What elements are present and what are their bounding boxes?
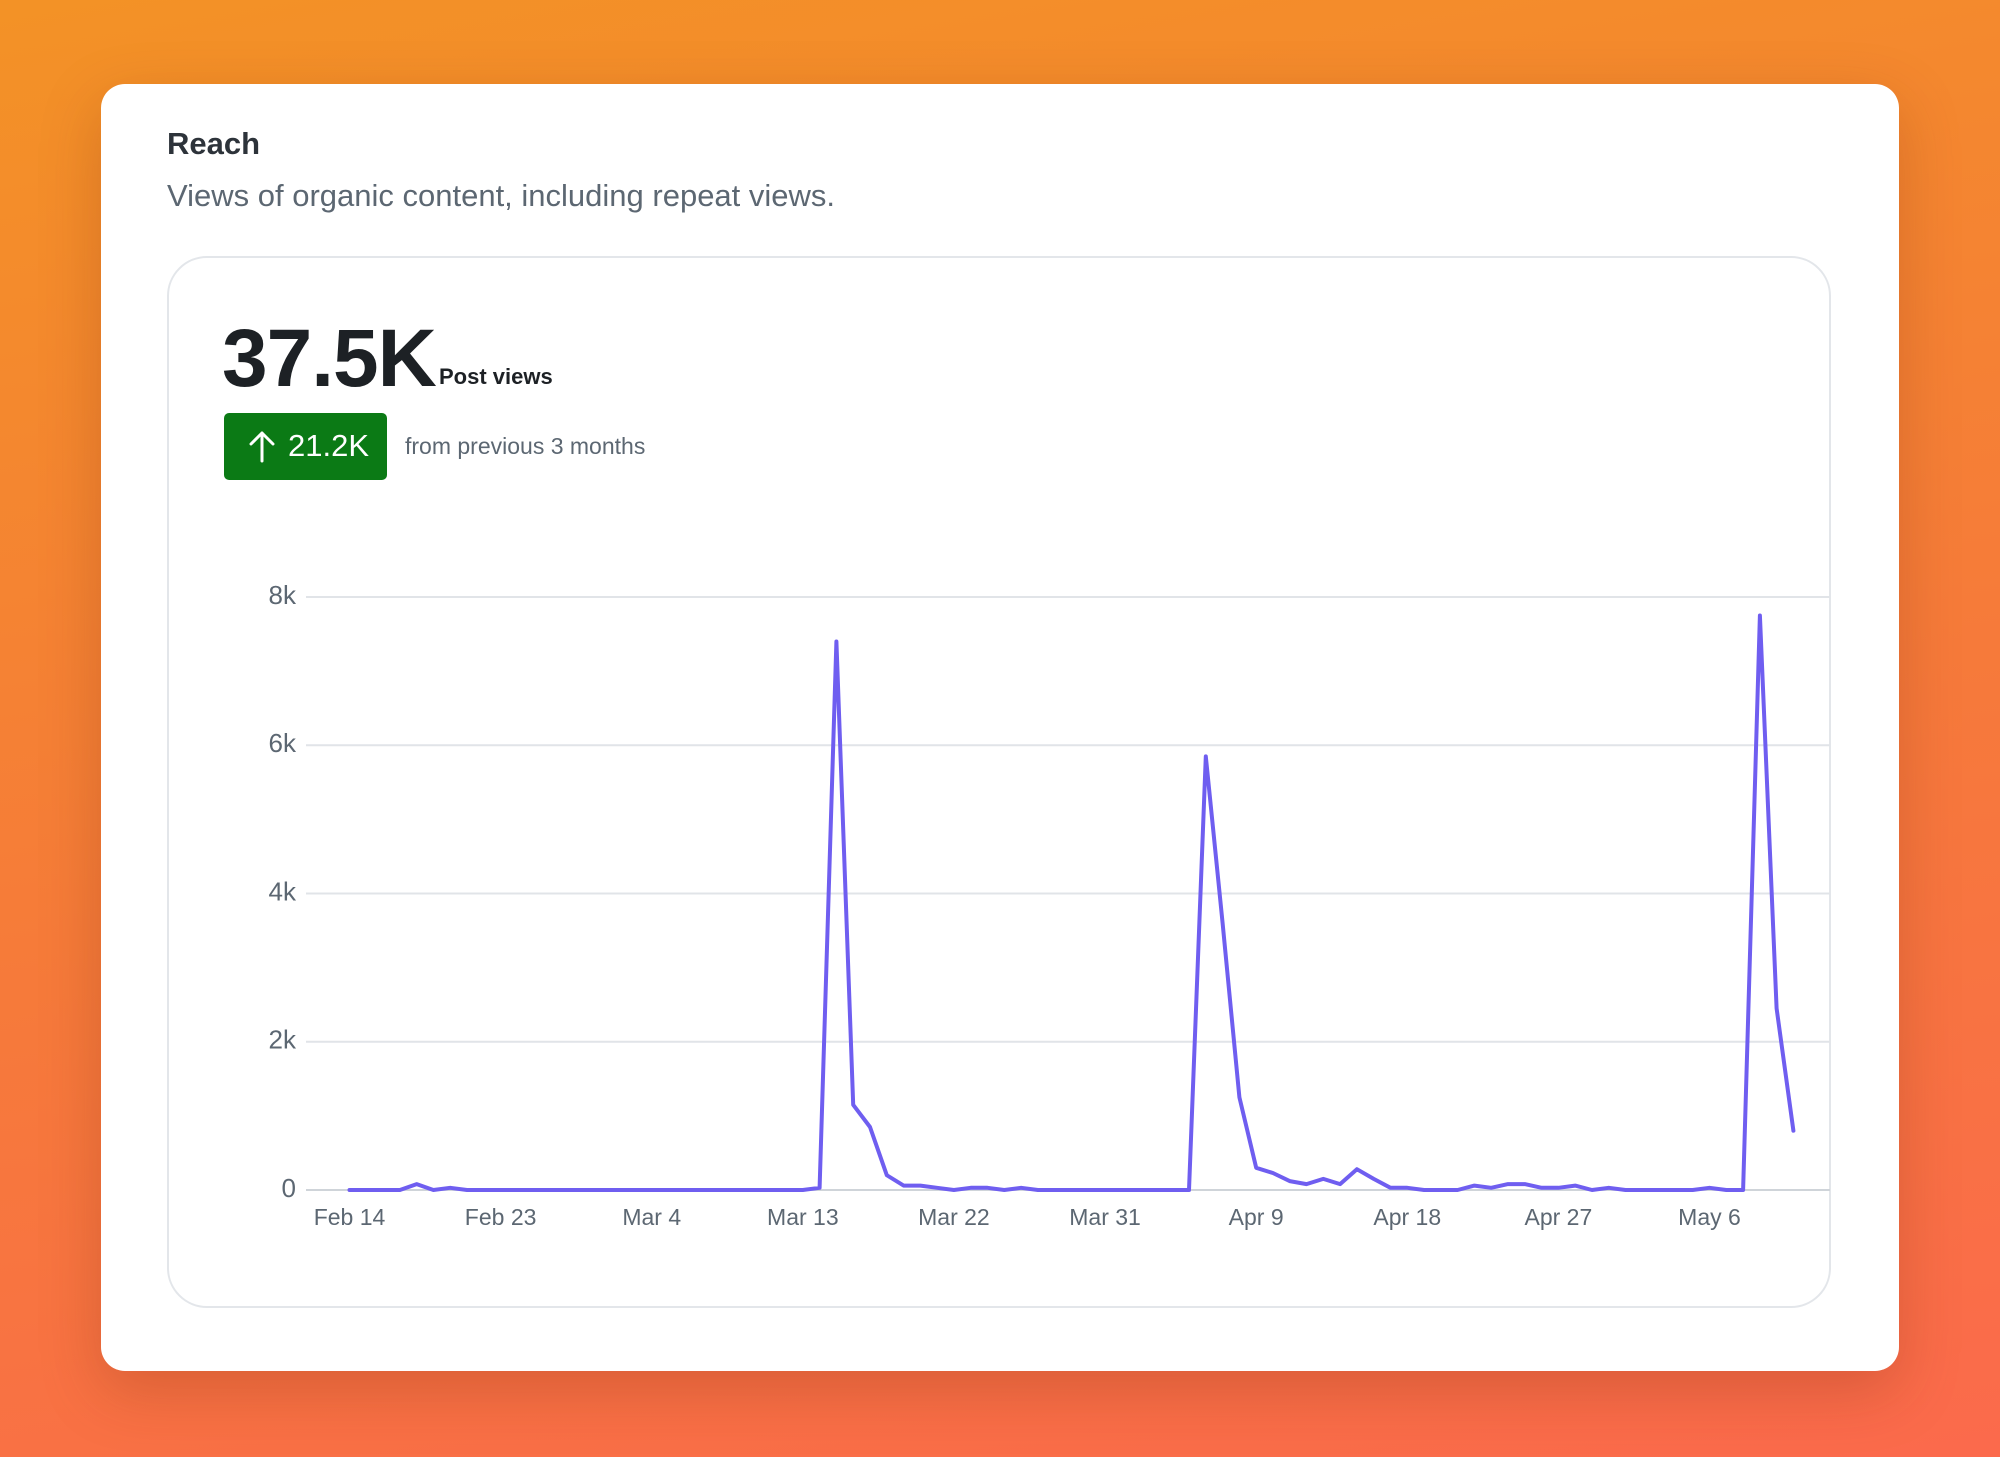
card-title: Reach	[167, 126, 261, 161]
line-series	[347, 613, 1796, 1192]
metric-value: 37.5K	[222, 313, 437, 404]
y-tick-label: 8k	[269, 580, 297, 610]
change-value: 21.2K	[288, 428, 370, 463]
x-tick-label: Mar 31	[1069, 1204, 1141, 1230]
x-tick-label: Mar 22	[918, 1204, 990, 1230]
chart-panel	[167, 256, 1831, 1308]
x-tick-label: Feb 14	[314, 1204, 386, 1230]
change-note: from previous 3 months	[405, 433, 646, 459]
x-tick-label: Feb 23	[465, 1204, 537, 1230]
y-tick-label: 4k	[269, 876, 297, 906]
y-tick-label: 6k	[269, 728, 297, 758]
y-tick-label: 0	[282, 1173, 296, 1203]
x-tick-label: Mar 13	[767, 1204, 839, 1230]
x-tick-label: May 6	[1678, 1204, 1741, 1230]
x-tick-label: Mar 4	[622, 1204, 681, 1230]
change-badge	[224, 413, 387, 480]
x-tick-label: Apr 9	[1229, 1204, 1284, 1230]
x-tick-label: Apr 18	[1373, 1204, 1441, 1230]
x-tick-label: Apr 27	[1524, 1204, 1592, 1230]
up-arrow-icon	[249, 431, 275, 463]
reach-card	[101, 84, 1899, 1371]
metric-label: Post views	[439, 364, 553, 389]
card-subtitle: Views of organic content, including repe…	[167, 178, 836, 213]
y-tick-label: 2k	[269, 1025, 297, 1055]
